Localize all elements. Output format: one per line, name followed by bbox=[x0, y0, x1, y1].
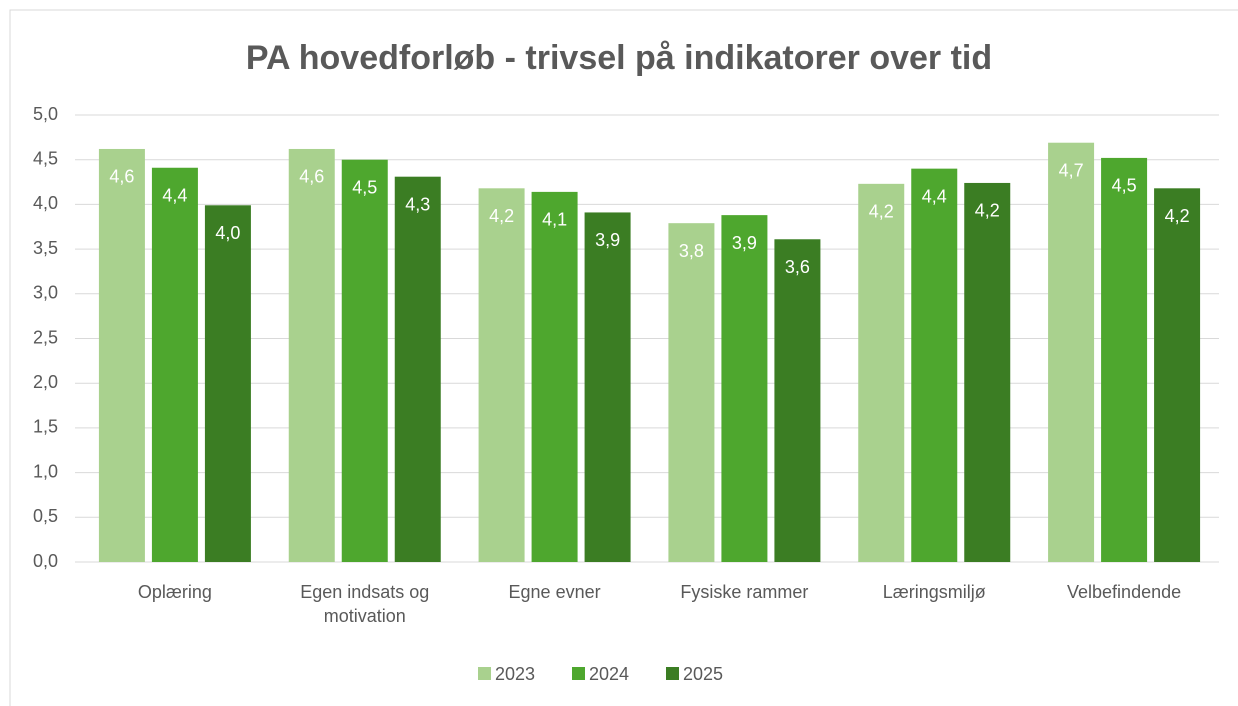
legend-swatch bbox=[572, 667, 585, 680]
legend-label: 2025 bbox=[683, 664, 723, 684]
bar bbox=[1048, 142, 1095, 563]
legend-label: 2024 bbox=[589, 664, 629, 684]
data-label: 4,5 bbox=[352, 177, 377, 197]
data-label: 4,4 bbox=[162, 185, 187, 205]
data-label: 4,6 bbox=[299, 167, 324, 187]
chart-title: PA hovedforløb - trivsel på indikatorer … bbox=[246, 39, 992, 77]
y-tick-label: 4,0 bbox=[33, 193, 58, 213]
legend-label: 2023 bbox=[495, 664, 535, 684]
data-label: 4,7 bbox=[1059, 160, 1084, 180]
bar bbox=[478, 188, 525, 563]
y-tick-label: 2,0 bbox=[33, 372, 58, 392]
bar bbox=[668, 223, 715, 562]
legend-swatch bbox=[478, 667, 491, 680]
data-label: 4,1 bbox=[542, 210, 567, 230]
bar bbox=[1154, 188, 1201, 563]
data-label: 4,0 bbox=[215, 223, 240, 243]
data-label: 4,3 bbox=[405, 194, 430, 214]
data-label: 3,9 bbox=[595, 230, 620, 250]
bar bbox=[98, 148, 145, 563]
bar bbox=[858, 183, 905, 562]
bar bbox=[204, 205, 251, 562]
y-tick-label: 3,0 bbox=[33, 283, 58, 303]
data-label: 4,2 bbox=[869, 202, 894, 222]
bar bbox=[394, 176, 441, 562]
y-tick-label: 1,0 bbox=[33, 461, 58, 481]
y-tick-label: 0,0 bbox=[33, 551, 58, 571]
x-tick-label: Egne evner bbox=[508, 582, 601, 602]
x-tick-label: Velbefindende bbox=[1067, 582, 1182, 602]
bar bbox=[531, 191, 578, 562]
y-tick-label: 1,5 bbox=[33, 417, 58, 437]
data-label: 4,5 bbox=[1112, 176, 1137, 196]
bar bbox=[151, 167, 198, 562]
x-tick-label: Fysiske rammer bbox=[680, 582, 809, 602]
bar bbox=[911, 168, 958, 562]
bar bbox=[341, 159, 388, 562]
data-label: 4,2 bbox=[1165, 206, 1190, 226]
bar bbox=[774, 239, 821, 563]
legend-swatch bbox=[666, 667, 679, 680]
data-label: 3,6 bbox=[785, 257, 810, 277]
bar bbox=[288, 148, 335, 563]
data-label: 4,6 bbox=[109, 167, 134, 187]
data-label: 3,9 bbox=[732, 233, 757, 253]
x-tick-label: Egen indsats og motivation bbox=[300, 582, 430, 626]
bar bbox=[964, 182, 1011, 562]
data-label: 4,2 bbox=[975, 201, 1000, 221]
y-tick-label: 3,5 bbox=[33, 238, 58, 258]
bar bbox=[1101, 157, 1148, 563]
data-label: 4,2 bbox=[489, 206, 514, 226]
y-tick-label: 0,5 bbox=[33, 506, 58, 526]
data-label: 4,4 bbox=[922, 186, 947, 206]
data-label: 3,8 bbox=[679, 241, 704, 261]
y-tick-label: 5,0 bbox=[33, 104, 58, 124]
bar bbox=[721, 215, 768, 563]
y-tick-label: 2,5 bbox=[33, 327, 58, 347]
x-tick-label: Læringsmiljø bbox=[882, 582, 986, 602]
chart-border bbox=[9, 9, 1238, 706]
x-tick-label: Oplæring bbox=[137, 582, 212, 602]
bar bbox=[584, 212, 631, 563]
y-tick-label: 4,5 bbox=[33, 148, 58, 168]
